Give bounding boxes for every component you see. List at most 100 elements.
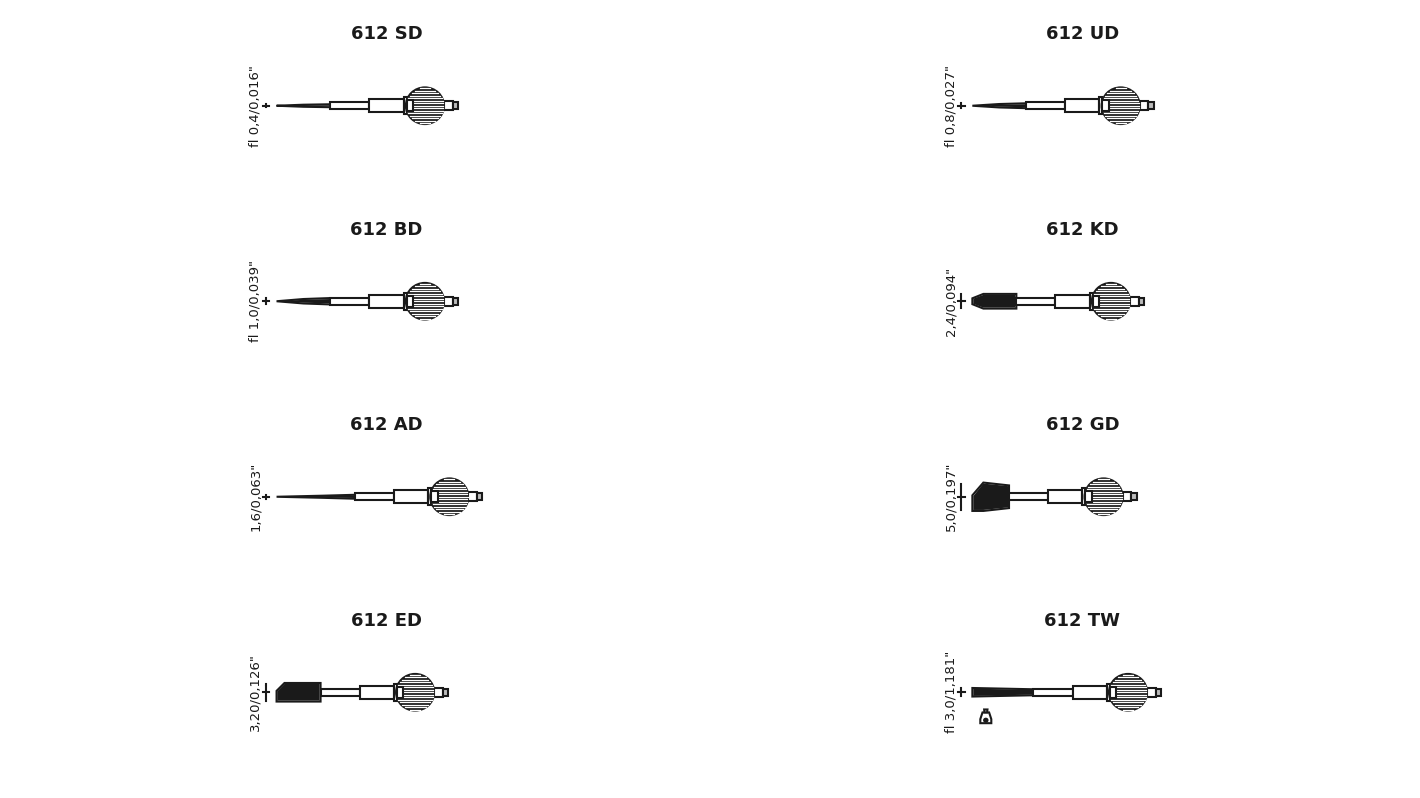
Ellipse shape [1092,283,1130,319]
Text: 612 SD: 612 SD [351,25,422,43]
Bar [1099,97,1102,114]
Polygon shape [266,496,267,499]
Ellipse shape [983,717,988,723]
Text: 612 BD: 612 BD [351,220,423,239]
Bar [1089,293,1092,310]
Text: fl 0,8/0,027": fl 0,8/0,027" [944,65,957,147]
Bar [1027,102,1065,109]
Bar [369,294,403,308]
Ellipse shape [1092,283,1130,319]
Polygon shape [961,106,963,109]
Polygon shape [961,103,963,105]
Polygon shape [973,484,1008,510]
Text: 5,0/0,197": 5,0/0,197" [944,462,957,531]
Polygon shape [278,105,329,106]
Bar [1149,102,1153,109]
Bar [1010,493,1048,500]
Bar [369,99,403,113]
Polygon shape [277,683,321,701]
Bar [1085,492,1092,502]
Ellipse shape [406,88,444,124]
Bar [396,687,403,697]
Ellipse shape [406,283,444,319]
Ellipse shape [406,283,444,319]
Ellipse shape [396,674,435,710]
Bar [406,101,413,111]
Bar [359,685,393,699]
Text: fl 3,0/1,181": fl 3,0/1,181" [944,651,957,733]
Text: 612 AD: 612 AD [351,416,423,434]
Polygon shape [973,688,1034,697]
Bar [1106,684,1109,701]
Bar [1132,493,1136,500]
Polygon shape [266,298,267,300]
Polygon shape [266,105,267,107]
Text: 612 ED: 612 ED [351,611,422,630]
Polygon shape [961,508,963,510]
Bar [331,102,369,109]
Bar [1048,490,1082,504]
Polygon shape [980,713,991,723]
Bar [1102,101,1109,111]
Bar [443,689,449,696]
Ellipse shape [1085,479,1123,515]
Bar [1065,99,1099,113]
Text: 1,6/0,063": 1,6/0,063" [248,462,261,531]
Polygon shape [961,294,963,296]
Bar [1139,298,1145,305]
Polygon shape [961,484,963,486]
Polygon shape [277,495,355,499]
Polygon shape [266,699,267,701]
Bar [1055,294,1089,308]
Bar [453,298,457,305]
Polygon shape [973,483,1010,511]
Polygon shape [277,496,354,498]
Bar [1147,688,1156,697]
Ellipse shape [1109,674,1147,710]
Text: 3,20/0,126": 3,20/0,126" [248,654,261,731]
Bar [355,493,393,500]
Text: fl 1,0/0,039": fl 1,0/0,039" [248,260,261,342]
Ellipse shape [430,479,469,515]
Bar [1034,689,1072,696]
Polygon shape [973,689,1032,696]
Polygon shape [266,105,267,106]
Bar [1082,488,1085,505]
Bar [427,488,432,505]
Polygon shape [961,306,963,308]
Bar [406,296,413,306]
Polygon shape [984,709,987,713]
Ellipse shape [1102,88,1140,124]
Ellipse shape [1102,88,1140,124]
Polygon shape [973,103,1027,109]
Ellipse shape [406,88,444,124]
Text: 612 KD: 612 KD [1047,220,1119,239]
Text: 612 GD: 612 GD [1045,416,1119,434]
Bar [393,684,396,701]
Bar [331,298,369,305]
Polygon shape [973,295,1015,307]
Bar [393,490,427,504]
Bar [469,492,477,501]
Text: fl 0,4/0,016": fl 0,4/0,016" [248,65,261,147]
Ellipse shape [430,479,469,515]
Polygon shape [277,298,331,304]
Bar [403,293,406,310]
Bar [1072,685,1106,699]
Bar [453,102,457,109]
Bar [1140,101,1149,110]
Bar [444,101,453,110]
Bar [1092,296,1099,306]
Bar [432,492,437,502]
Polygon shape [961,689,963,690]
Bar [403,97,406,114]
Bar [1017,298,1055,305]
Bar [1156,689,1162,696]
Bar [321,689,359,696]
Polygon shape [266,302,267,304]
Polygon shape [974,105,1025,107]
Polygon shape [973,294,1017,309]
Bar [1109,687,1116,697]
Ellipse shape [396,674,435,710]
Ellipse shape [1085,479,1123,515]
